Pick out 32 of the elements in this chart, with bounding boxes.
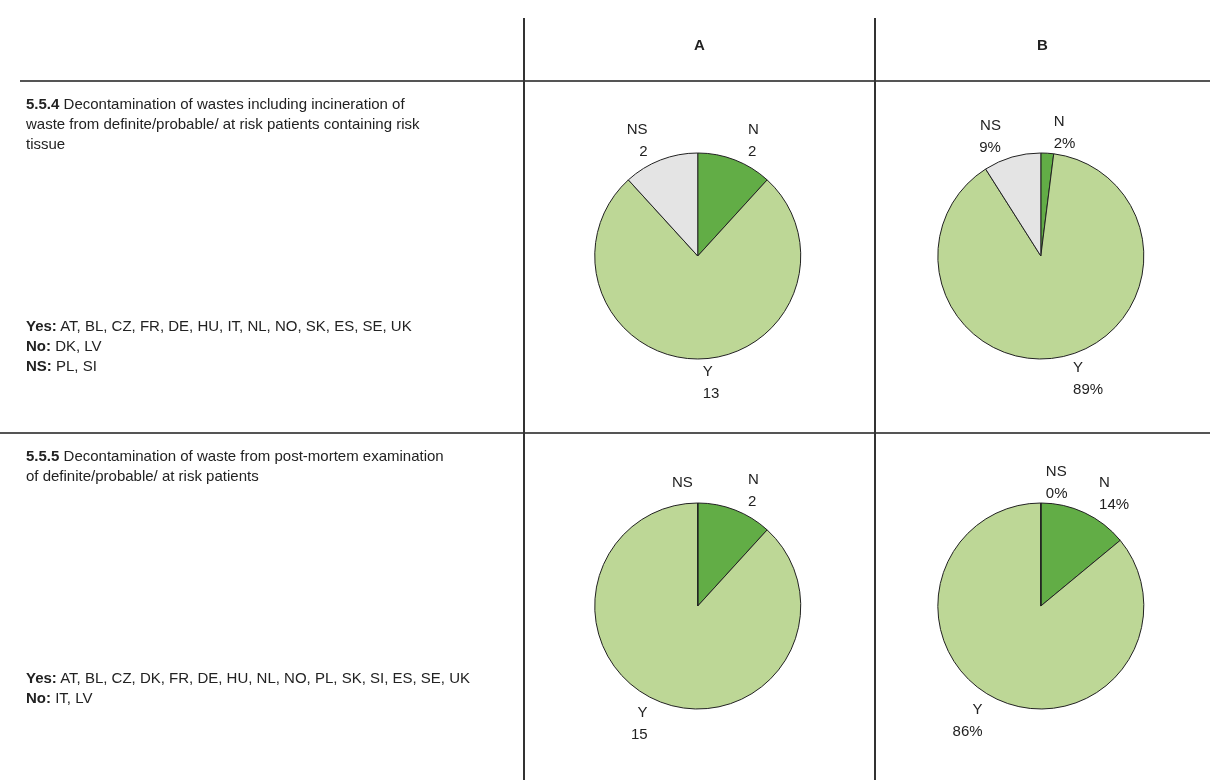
data-label: 13 xyxy=(702,383,720,401)
data-label: 14% xyxy=(1099,495,1130,513)
text: 0% xyxy=(1045,483,1068,501)
category-label: NS xyxy=(1045,461,1067,479)
chart-title: A xyxy=(693,36,706,53)
text: NS: PL, SI xyxy=(26,356,98,376)
text: No: IT, LV xyxy=(26,688,94,708)
slice-label: NS xyxy=(626,119,648,137)
slice-label: N xyxy=(747,119,759,137)
text: Yes: AT, BL, CZ, DK, FR, DE, HU, NL, NO, PL, SK, SI, ES, SE, UK xyxy=(26,668,472,688)
slice-label: Y xyxy=(972,699,983,717)
data-label: 9% xyxy=(979,138,1001,156)
slice-label: N xyxy=(1053,111,1065,129)
data-label: 86% xyxy=(952,721,983,739)
slice-label: N xyxy=(1099,473,1110,491)
text: 5.5.5 Decontamination of waste from post-mortem examination of definite/probable/ at risk patients xyxy=(26,446,445,486)
data-label: 2 xyxy=(639,141,648,159)
slice-label: N xyxy=(747,469,759,487)
data-label: 89% xyxy=(1073,380,1104,398)
data-label: 15 xyxy=(630,725,648,743)
slice-label: Y xyxy=(1073,358,1084,376)
slice-label: Y xyxy=(702,361,713,379)
text: No: DK, LV xyxy=(26,336,103,356)
slice-label: Y xyxy=(637,703,648,721)
data-label: 2% xyxy=(1053,133,1076,151)
category-label: NS xyxy=(671,472,693,490)
text: Yes: AT, BL, CZ, FR, DE, HU, IT, NL, NO, SK, ES, SE, UK xyxy=(26,316,413,336)
data-label: 2 xyxy=(747,141,757,159)
data-label: 2 xyxy=(747,491,757,509)
chart-title: B xyxy=(1036,36,1049,53)
text: 5.5.4 Decontamination of wastes including incineration of waste from definite/probable/ at risk patients containing risk tissue xyxy=(26,94,421,154)
slice-label: NS xyxy=(980,116,1001,134)
